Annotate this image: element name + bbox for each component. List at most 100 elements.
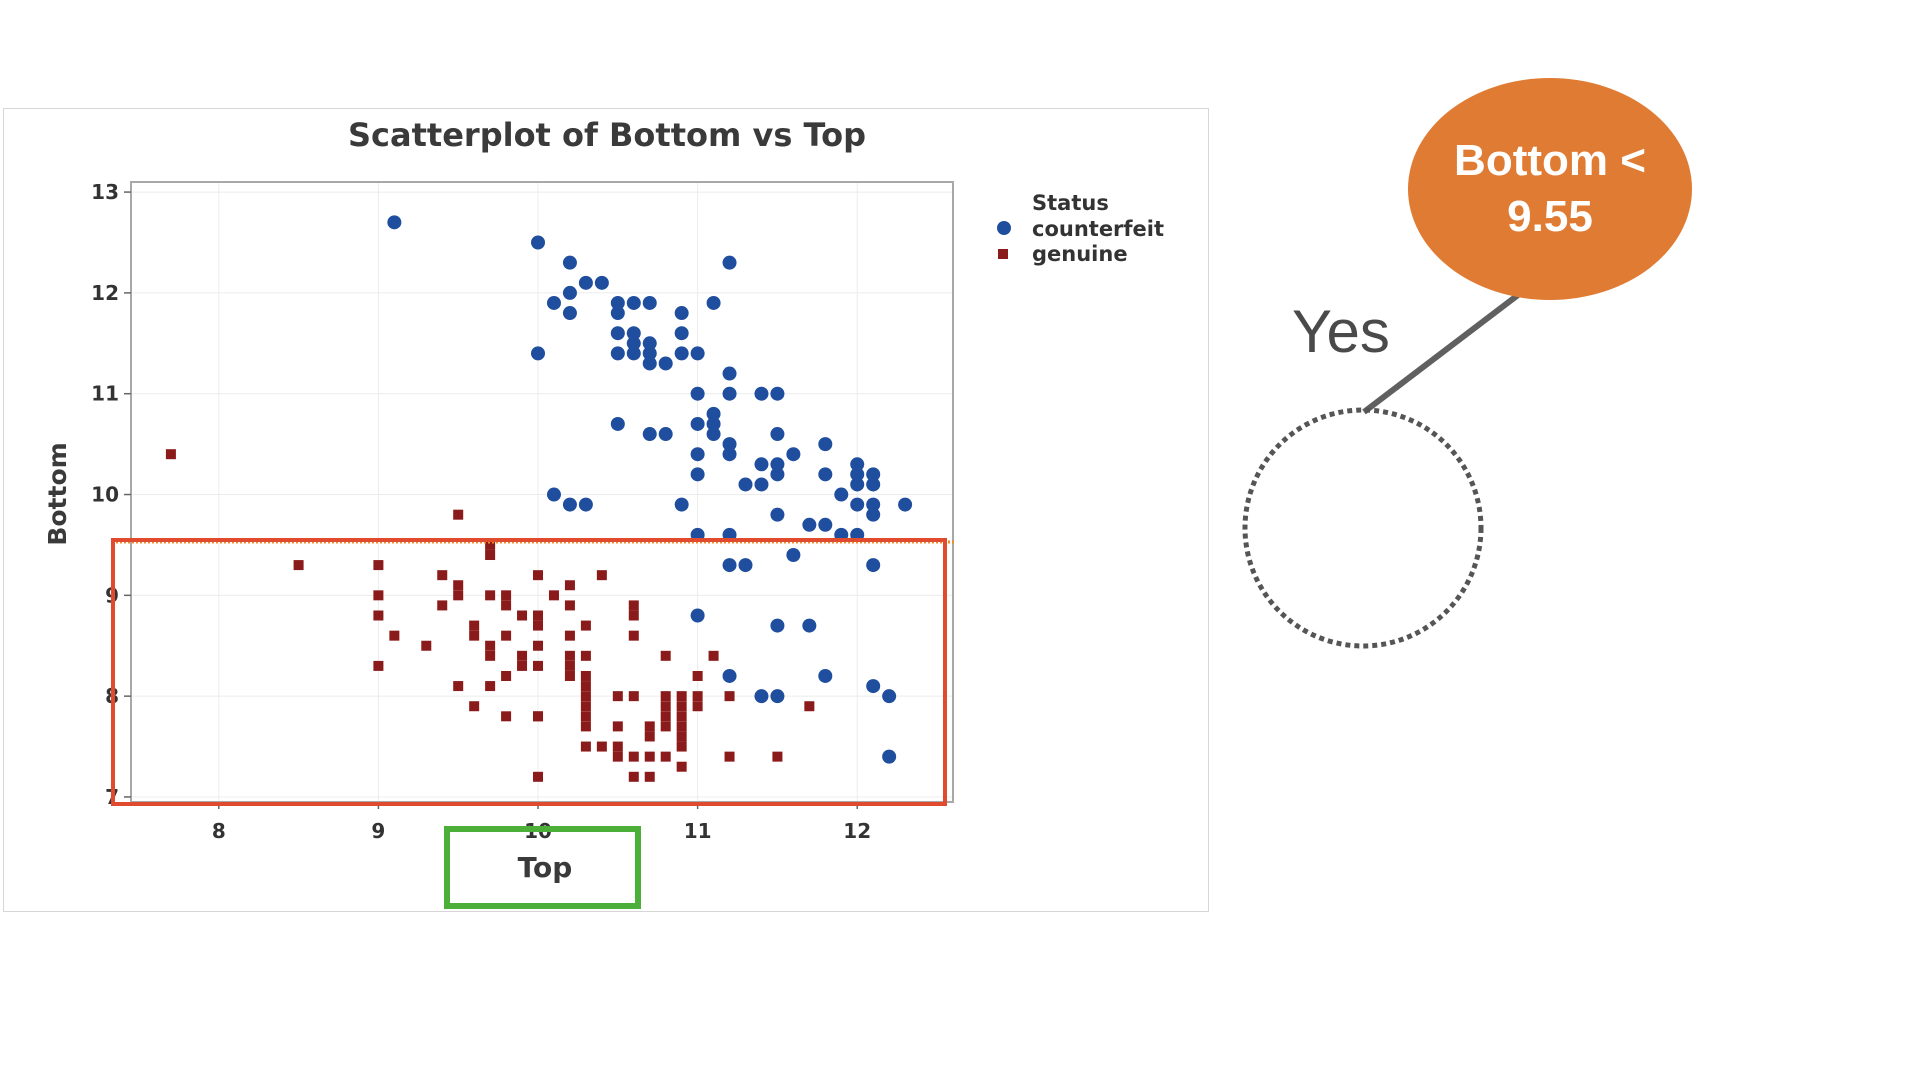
data-points — [165, 215, 913, 782]
point-genuine — [564, 660, 575, 671]
point-genuine — [453, 681, 464, 692]
point-genuine — [485, 590, 496, 601]
point-genuine — [676, 701, 687, 712]
point-counterfeit — [722, 437, 737, 452]
point-genuine — [628, 691, 639, 702]
point-counterfeit — [722, 386, 737, 401]
point-genuine — [596, 741, 607, 752]
point-genuine — [612, 751, 623, 762]
point-genuine — [724, 751, 735, 762]
point-counterfeit — [866, 679, 881, 694]
point-genuine — [389, 630, 400, 641]
point-genuine — [165, 449, 176, 460]
y-tick-label: 7 — [105, 785, 119, 809]
point-counterfeit — [642, 427, 657, 442]
point-counterfeit — [690, 386, 705, 401]
point-genuine — [437, 570, 448, 581]
point-counterfeit — [594, 275, 609, 290]
point-counterfeit — [834, 527, 849, 542]
point-genuine — [533, 660, 544, 671]
point-counterfeit — [754, 477, 769, 492]
decision-node-label: Bottom < 9.55 — [1454, 136, 1646, 241]
point-genuine — [596, 570, 607, 581]
point-genuine — [373, 610, 384, 621]
y-tick-label: 13 — [91, 180, 119, 204]
point-genuine — [580, 620, 591, 631]
y-axis-label: Bottom — [43, 442, 72, 545]
point-counterfeit — [770, 427, 785, 442]
legend-marker-genuine — [998, 249, 1008, 259]
point-genuine — [373, 590, 384, 601]
point-genuine — [517, 660, 528, 671]
point-genuine — [580, 650, 591, 661]
point-genuine — [485, 640, 496, 651]
point-genuine — [564, 670, 575, 681]
y-tick-label: 11 — [91, 382, 119, 406]
point-counterfeit — [866, 507, 881, 522]
point-counterfeit — [770, 689, 785, 704]
point-counterfeit — [786, 548, 801, 563]
x-axis-label: Top — [518, 851, 573, 884]
point-counterfeit — [674, 306, 689, 321]
point-counterfeit — [818, 517, 833, 532]
point-genuine — [676, 731, 687, 742]
point-genuine — [660, 691, 671, 702]
point-genuine — [676, 711, 687, 722]
point-genuine — [644, 731, 655, 742]
x-tick-label: 10 — [524, 819, 552, 843]
point-counterfeit — [642, 356, 657, 371]
y-tick-label: 12 — [91, 281, 119, 305]
empty-child-node — [1242, 407, 1484, 649]
point-counterfeit — [610, 416, 625, 431]
point-counterfeit — [690, 346, 705, 361]
point-genuine — [373, 660, 384, 671]
point-genuine — [437, 600, 448, 611]
legend-marker-counterfeit — [997, 221, 1011, 235]
point-genuine — [676, 691, 687, 702]
point-genuine — [533, 771, 544, 782]
point-counterfeit — [866, 558, 881, 573]
point-counterfeit — [866, 477, 881, 492]
grid-lines — [131, 182, 953, 802]
point-counterfeit — [562, 497, 577, 512]
point-counterfeit — [578, 497, 593, 512]
point-counterfeit — [674, 497, 689, 512]
point-counterfeit — [610, 346, 625, 361]
point-counterfeit — [706, 406, 721, 421]
point-genuine — [644, 751, 655, 762]
point-counterfeit — [770, 618, 785, 633]
point-counterfeit — [850, 457, 865, 472]
point-genuine — [628, 751, 639, 762]
point-counterfeit — [562, 285, 577, 300]
point-genuine — [469, 630, 480, 641]
point-genuine — [660, 650, 671, 661]
point-genuine — [628, 771, 639, 782]
point-counterfeit — [674, 326, 689, 341]
point-counterfeit — [626, 346, 641, 361]
point-genuine — [548, 590, 559, 601]
point-counterfeit — [690, 527, 705, 542]
point-genuine — [485, 681, 496, 692]
point-counterfeit — [722, 366, 737, 381]
point-counterfeit — [802, 618, 817, 633]
point-genuine — [501, 711, 512, 722]
point-counterfeit — [722, 527, 737, 542]
y-tick-label: 8 — [105, 684, 119, 708]
point-genuine — [421, 640, 432, 651]
legend-label-genuine: genuine — [1032, 242, 1128, 266]
legend-label-counterfeit: counterfeit — [1032, 217, 1164, 241]
point-genuine — [564, 580, 575, 591]
point-genuine — [373, 560, 384, 571]
point-counterfeit — [387, 215, 402, 230]
point-genuine — [676, 721, 687, 732]
point-counterfeit — [818, 467, 833, 482]
x-tick-label: 12 — [843, 819, 871, 843]
point-genuine — [676, 761, 687, 772]
point-genuine — [580, 741, 591, 752]
point-counterfeit — [546, 487, 561, 502]
point-genuine — [644, 721, 655, 732]
decision-node: Bottom < 9.55 — [1408, 78, 1692, 300]
legend-title: Status — [1032, 191, 1109, 215]
point-counterfeit — [610, 295, 625, 310]
point-genuine — [580, 681, 591, 692]
